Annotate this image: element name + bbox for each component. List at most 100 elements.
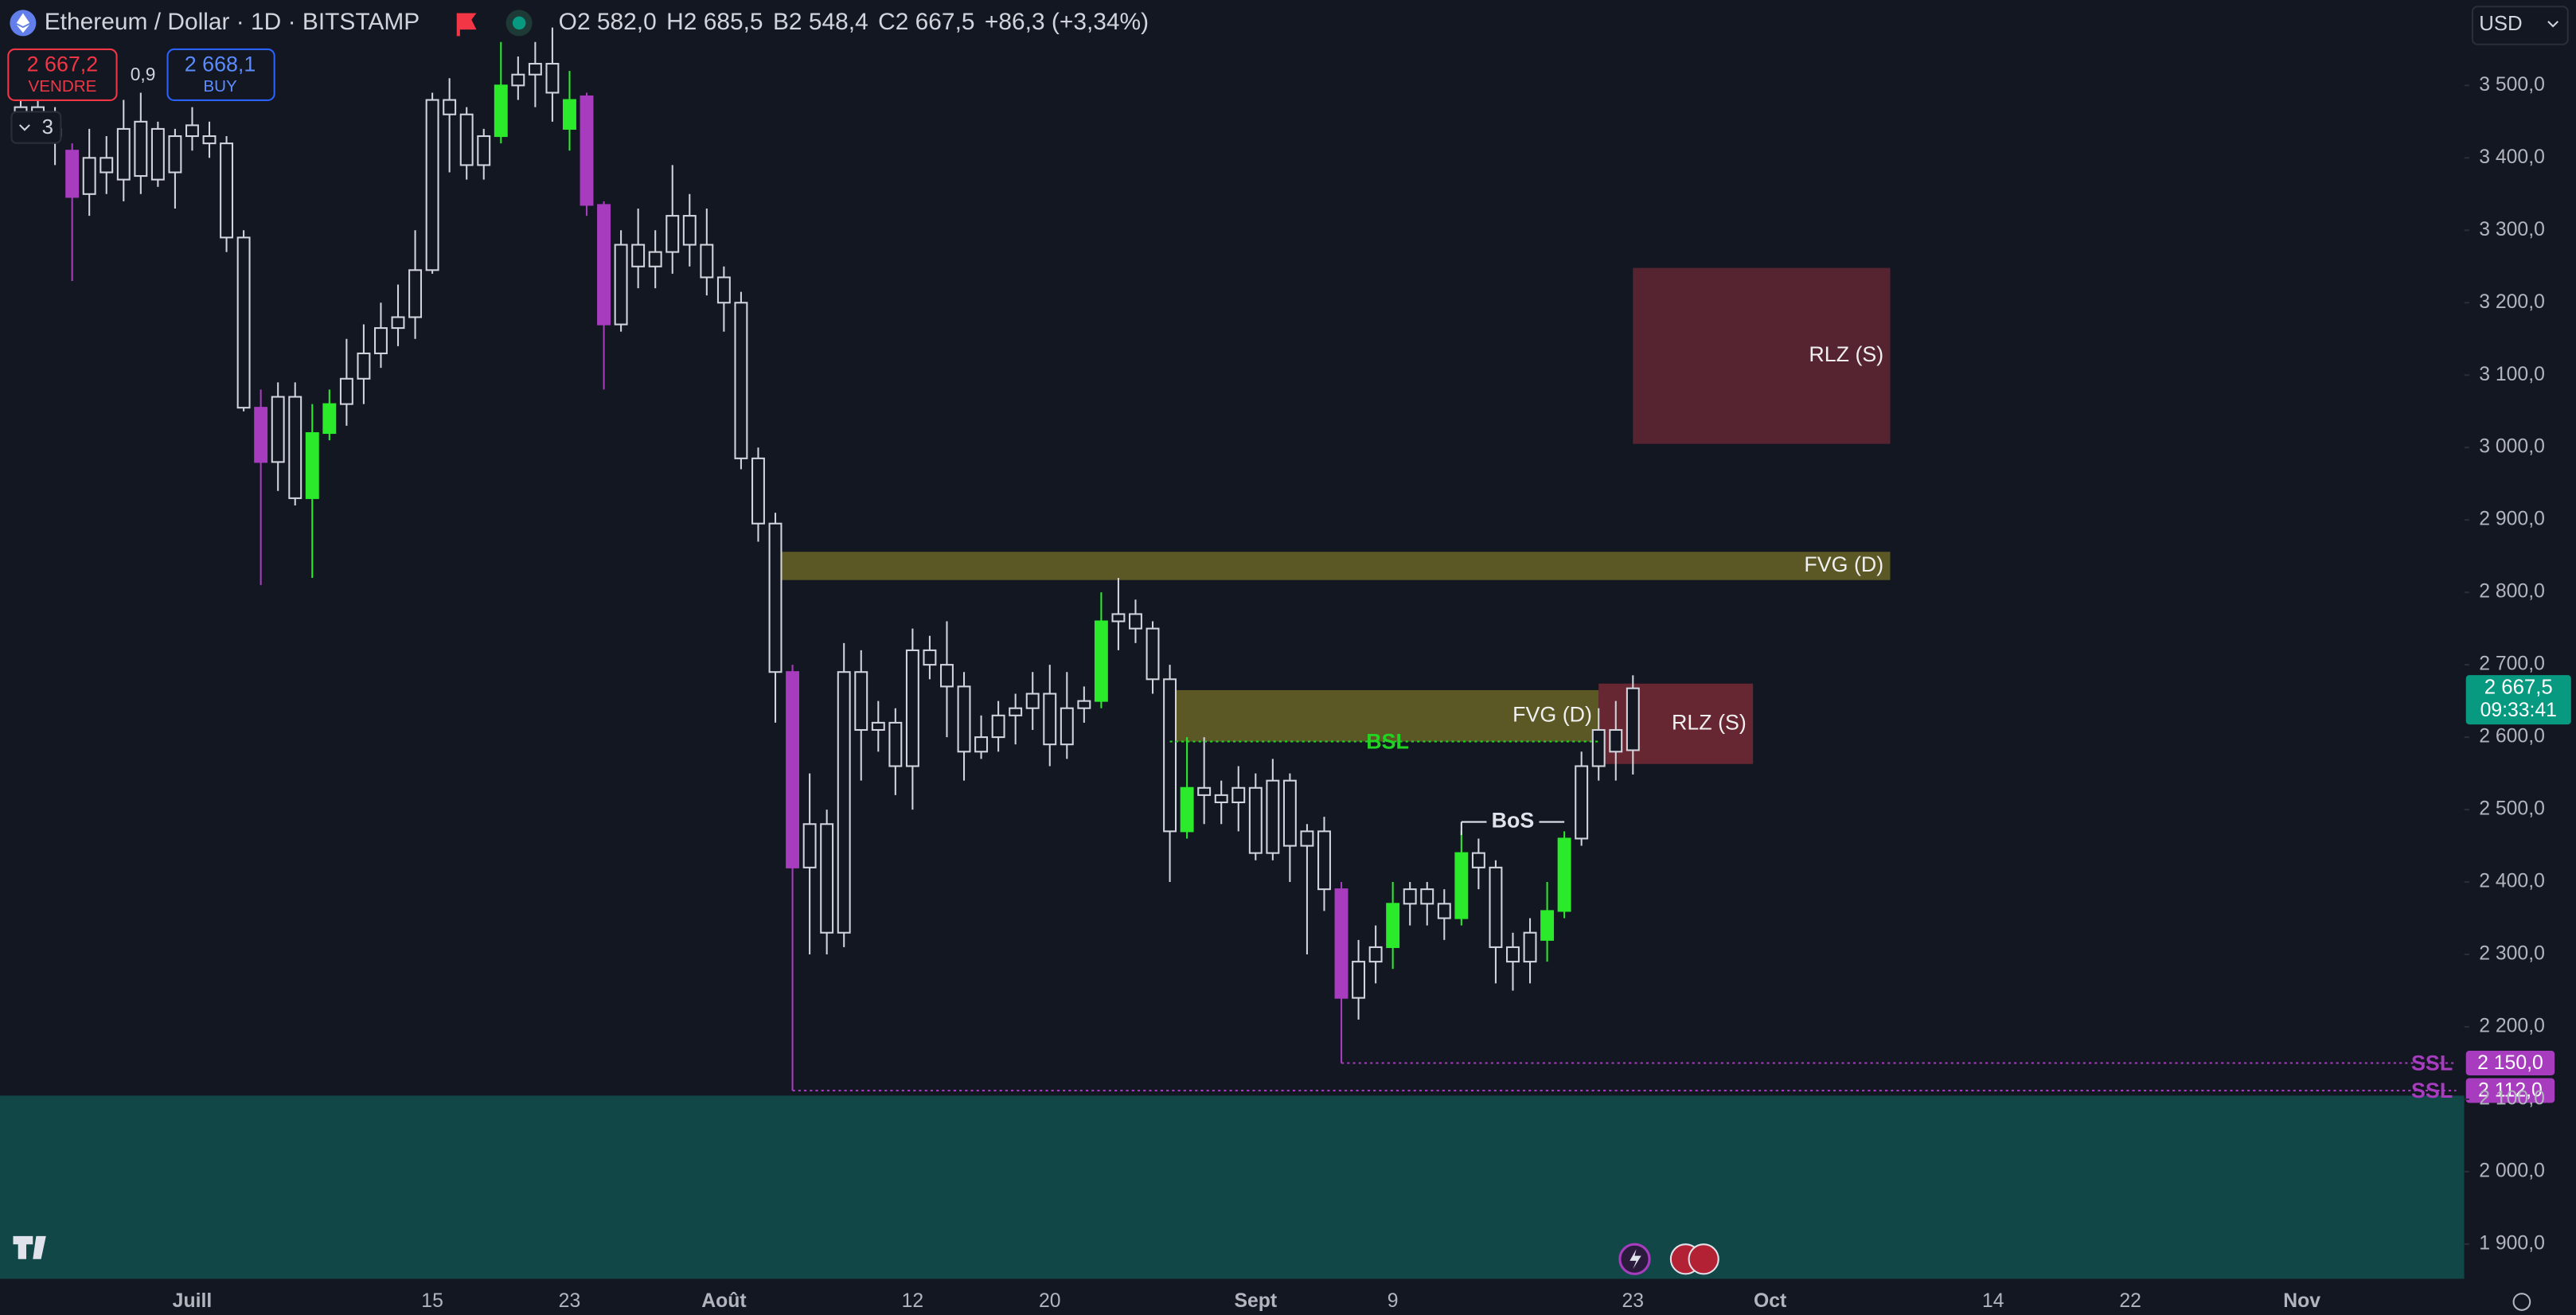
candle-body: [443, 99, 457, 115]
currency-box[interactable]: [2471, 6, 2569, 45]
chevron[interactable]: [2547, 21, 2559, 28]
ohlc-value: 2 667,5: [896, 9, 975, 35]
candle-body: [134, 120, 148, 178]
candle-body: [1489, 866, 1503, 948]
plot-area: RLZ (S) FVG (D) FVG (D) RLZ (S) BSL BoS SSL SSL: [0, 27, 2465, 1279]
sell-price[interactable]: 2 667,2: [27, 53, 98, 76]
eth-glyph: [16, 13, 30, 33]
candle-body: [357, 352, 371, 380]
candle-body: [1352, 961, 1366, 999]
level-label: SSL: [2411, 1079, 2453, 1102]
header: Ethereum / Dollar · 1D · BITSTAMP O2 582…: [10, 9, 1149, 37]
sell-label[interactable]: VENDRE: [28, 77, 96, 96]
ohlc-key: H: [666, 9, 684, 35]
y-tick-label: 3 500,0: [2479, 74, 2545, 96]
candle-body: [322, 403, 337, 435]
candle-body: [974, 736, 989, 753]
candle-body: [1214, 794, 1228, 804]
x-tick-label: 14: [1982, 1290, 2004, 1312]
zone-label: FVG (D): [1804, 552, 1883, 576]
candle-body: [614, 244, 628, 326]
indicators-count[interactable]: 3: [42, 116, 53, 139]
x-tick-label: Oct: [1754, 1290, 1786, 1312]
candle-body: [888, 721, 903, 767]
event-glyph: [1630, 1249, 1641, 1270]
candle-body: [511, 73, 525, 87]
x-tick-label: 20: [1039, 1290, 1061, 1312]
candle-body: [100, 157, 114, 174]
indicators-toggle[interactable]: 3: [10, 111, 62, 144]
candle-body: [271, 396, 285, 463]
candle-body: [1163, 678, 1177, 833]
candle-body: [1282, 779, 1297, 847]
spread: 0,9: [131, 64, 156, 84]
sell-box[interactable]: [7, 48, 118, 101]
currency-select[interactable]: USD: [2471, 6, 2569, 45]
last-price-tag: [2465, 675, 2571, 725]
candle-body: [768, 522, 783, 673]
candle-body: [288, 396, 302, 499]
ohlc: O2 582,0 H2 685,5 B2 548,4 C2 667,5 +86,3 (+…: [559, 9, 1149, 35]
candle-body: [923, 649, 937, 666]
candle-body: [1609, 728, 1623, 753]
buy-box[interactable]: [166, 48, 275, 101]
candle-body: [82, 157, 96, 195]
currency[interactable]: USD: [2479, 13, 2522, 35]
x-tick-label: 12: [902, 1290, 924, 1312]
buy-button[interactable]: 2 668,1 BUY: [166, 48, 275, 101]
candle-body: [374, 327, 388, 354]
ohlc-value: 2 582,0: [577, 9, 657, 35]
liquidity-band: [0, 1095, 2465, 1279]
y-tick-label: 2 200,0: [2479, 1016, 2545, 1037]
candle-body: [1523, 931, 1537, 963]
candle-body: [1060, 707, 1074, 746]
x-tick-label: 22: [2119, 1290, 2141, 1312]
econ-icon[interactable]: [1688, 1243, 1719, 1275]
x-tick-label: Août: [701, 1290, 746, 1312]
candle-body: [1454, 852, 1469, 919]
candle-body: [1129, 613, 1142, 630]
candle-body: [820, 823, 834, 934]
candle-body: [871, 721, 885, 732]
candle-body: [700, 244, 714, 279]
candle-body: [1386, 903, 1400, 948]
candle-body: [220, 142, 234, 239]
y-tick-label: 2 000,0: [2479, 1160, 2545, 1181]
candle-body: [1025, 693, 1040, 709]
candle-body: [254, 407, 268, 463]
buy-label[interactable]: BUY: [203, 77, 237, 96]
zone: [1633, 267, 1891, 444]
candle-body: [802, 823, 817, 868]
buy-price[interactable]: 2 668,1: [185, 53, 256, 76]
x-tick-label: 9: [1388, 1290, 1399, 1312]
settings-icon[interactable]: [2512, 1293, 2531, 1311]
x-tick-label: 15: [421, 1290, 443, 1312]
zone: [1169, 689, 1599, 742]
candle-body: [682, 215, 697, 246]
y-tick-label: 3 200,0: [2479, 291, 2545, 313]
candle-body: [1437, 903, 1451, 919]
ohlc-key: B: [773, 9, 789, 35]
candle-body: [1300, 830, 1314, 847]
y-tick-label: 2 500,0: [2479, 798, 2545, 820]
candle-body: [905, 649, 919, 767]
price-tag-label: 2 112,0: [2478, 1080, 2543, 1102]
toggle-box[interactable]: [10, 111, 62, 144]
candle-body: [1471, 852, 1485, 868]
candle-body: [116, 127, 131, 181]
flag-icon[interactable]: [456, 13, 477, 37]
candle-body: [716, 276, 731, 304]
y-tick-label: 2 800,0: [2479, 581, 2545, 603]
candle-body: [1575, 765, 1589, 840]
market-status-dot: [512, 16, 526, 30]
chevron[interactable]: [19, 124, 30, 131]
sell-button[interactable]: 2 667,2 VENDRE: [7, 48, 118, 101]
candle-body: [545, 63, 560, 94]
level-label: BSL: [1366, 730, 1409, 754]
symbol: Ethereum / Dollar · 1D · BITSTAMP: [45, 9, 420, 35]
y-tick-label: 2 300,0: [2479, 943, 2545, 965]
ohlc-key: O: [559, 9, 577, 35]
candle-body: [150, 127, 165, 181]
time-axis: [0, 1278, 2465, 1315]
